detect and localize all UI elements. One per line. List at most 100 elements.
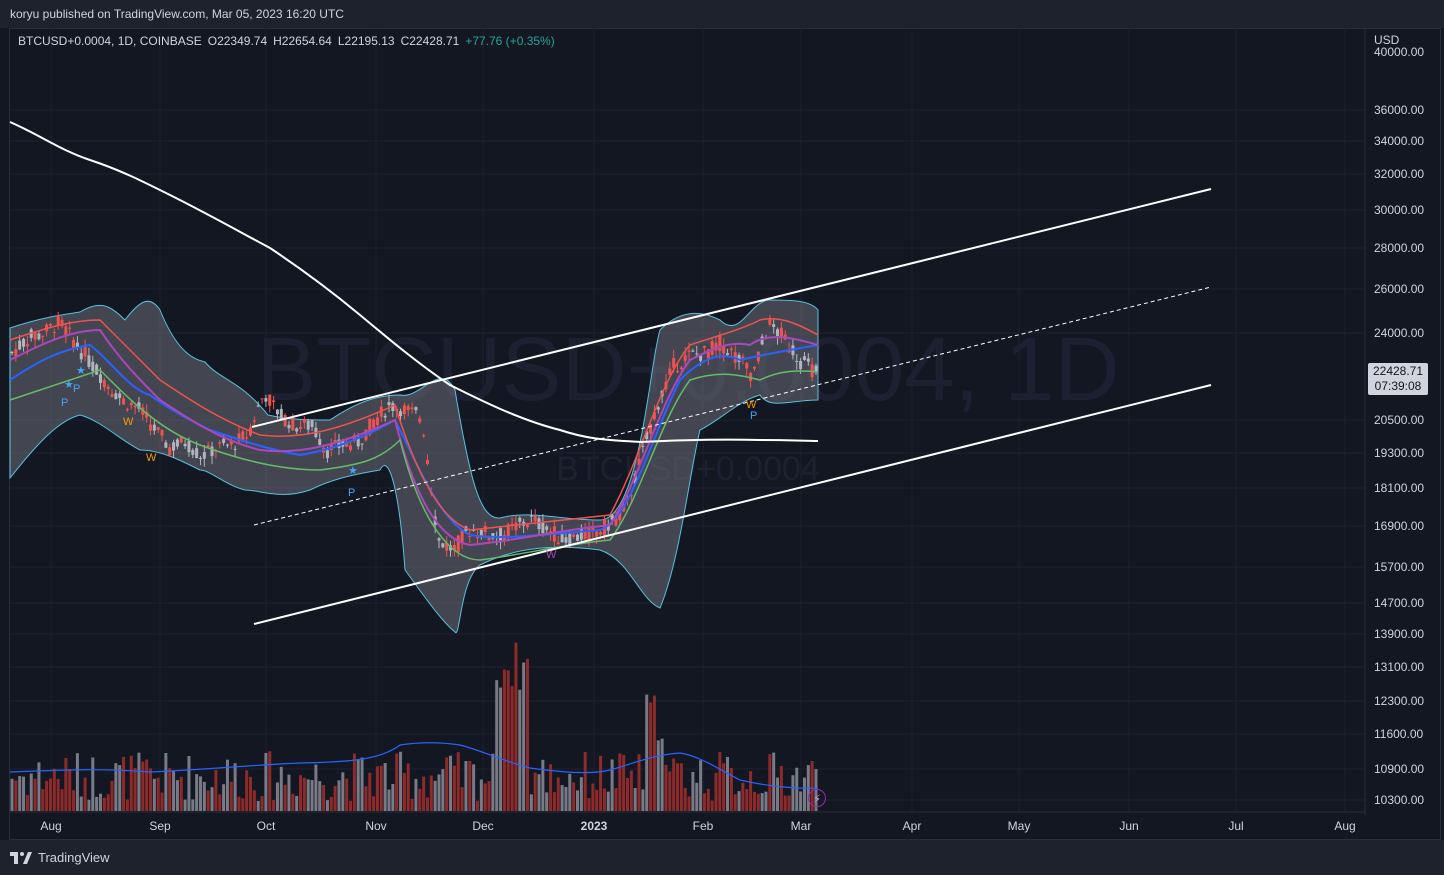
volume-bar xyxy=(91,757,95,811)
candle-body xyxy=(529,515,533,517)
candle-body xyxy=(310,420,314,427)
volume-bar xyxy=(52,768,56,811)
volume-bar xyxy=(372,796,376,811)
time-axis[interactable]: Aug Sep Oct Nov Dec 2023 Feb Mar Apr May Jun Jul Aug xyxy=(40,819,1355,833)
volume-bar xyxy=(279,766,283,811)
volume-bar xyxy=(122,756,126,811)
volume-bar xyxy=(22,776,26,811)
volume-bar xyxy=(406,763,410,811)
volume-bar xyxy=(522,662,526,811)
volume-bar xyxy=(264,752,268,811)
candle-body xyxy=(252,420,256,422)
candle-body xyxy=(510,523,514,525)
price-axis[interactable]: 40000.00 36000.00 34000.00 32000.00 30000.00… xyxy=(1374,45,1424,807)
candle-body xyxy=(406,406,410,411)
candle-body xyxy=(572,534,576,537)
volume-bar xyxy=(333,785,337,811)
candle-body xyxy=(279,408,283,419)
candle-body xyxy=(302,419,306,423)
volume-bar xyxy=(475,800,479,811)
volume-bar xyxy=(449,755,453,811)
volume-bar xyxy=(706,788,710,811)
lightning-icon[interactable]: ⚡ xyxy=(808,789,826,807)
price-tick-label: 10900.00 xyxy=(1374,762,1424,776)
candle-body xyxy=(387,402,391,406)
channel-mid-line[interactable] xyxy=(253,286,1212,526)
candle-body xyxy=(795,360,799,362)
candle-body xyxy=(541,521,545,534)
candle-body xyxy=(468,535,472,537)
candle-body xyxy=(595,531,599,537)
candle-body xyxy=(737,354,741,362)
volume-bar xyxy=(626,778,630,811)
volume-bar xyxy=(206,790,210,811)
candle-body xyxy=(37,333,41,340)
p-marker: P xyxy=(750,410,757,422)
candle-body xyxy=(175,439,179,447)
candle-body xyxy=(260,398,264,400)
time-tick-label: Jul xyxy=(1228,819,1243,833)
volume-bar xyxy=(591,783,595,811)
volume-bar xyxy=(495,680,499,811)
candle-body xyxy=(499,528,503,543)
ohlc-close: C22428.71 xyxy=(400,34,460,48)
candle-body xyxy=(802,356,806,360)
candle-body xyxy=(676,371,680,373)
candle-body xyxy=(14,349,18,357)
volume-bar xyxy=(295,795,299,811)
price-tick-label: 30000.00 xyxy=(1374,203,1424,217)
volume-bar xyxy=(564,787,568,811)
candle-body xyxy=(399,411,403,417)
candle-body xyxy=(256,405,260,407)
candle-body xyxy=(283,415,287,427)
volume-bar xyxy=(464,761,468,811)
w-marker: W xyxy=(146,452,157,464)
candle-body xyxy=(64,326,68,337)
volume-bar xyxy=(25,794,29,811)
volume-bar xyxy=(452,765,456,811)
channel-upper-line[interactable] xyxy=(251,188,1212,428)
candle-body xyxy=(702,346,706,348)
channel-lower-line[interactable] xyxy=(253,384,1212,625)
candle-body xyxy=(587,527,591,541)
volume-bar xyxy=(537,774,541,811)
volume-bar xyxy=(18,776,22,811)
volume-bar xyxy=(95,796,99,811)
volume-bar xyxy=(187,755,191,811)
volume-bar xyxy=(672,758,676,811)
candle-body xyxy=(760,336,764,345)
volume-bar xyxy=(291,793,295,811)
time-tick-label: May xyxy=(1008,819,1031,833)
volume-bar xyxy=(410,798,414,811)
volume-bar xyxy=(118,765,122,811)
volume-bar xyxy=(802,777,806,811)
volume-bar xyxy=(60,789,64,811)
price-tick-label: 40000.00 xyxy=(1374,45,1424,59)
candle-body xyxy=(641,445,645,447)
volume-bar xyxy=(37,762,41,811)
candle-body xyxy=(599,531,603,535)
footer-brand[interactable]: TradingView xyxy=(38,850,110,865)
volume-bar xyxy=(437,774,441,811)
volume-bar xyxy=(45,780,49,811)
volume-bar xyxy=(56,779,60,811)
candle-body xyxy=(418,418,422,423)
candle-body xyxy=(287,424,291,429)
volume-bar xyxy=(614,788,618,811)
volume-bar xyxy=(364,786,368,811)
tradingview-logo-icon[interactable] xyxy=(10,851,32,864)
volume-bar xyxy=(106,794,110,811)
candle-body xyxy=(372,419,376,428)
symbol-name[interactable]: BTCUSD+0.0004, 1D, COINBASE xyxy=(18,34,202,48)
ohlc-open: O22349.74 xyxy=(207,34,268,48)
volume-bar xyxy=(579,777,583,811)
price-tick-label: 14700.00 xyxy=(1374,596,1424,610)
candle-body xyxy=(114,393,118,400)
volume-bar xyxy=(179,776,183,811)
p-marker: P xyxy=(348,487,355,499)
price-tick-label: 24000.00 xyxy=(1374,326,1424,340)
candle-body xyxy=(145,411,149,418)
price-tick-label: 26000.00 xyxy=(1374,282,1424,296)
candle-body xyxy=(356,438,360,447)
